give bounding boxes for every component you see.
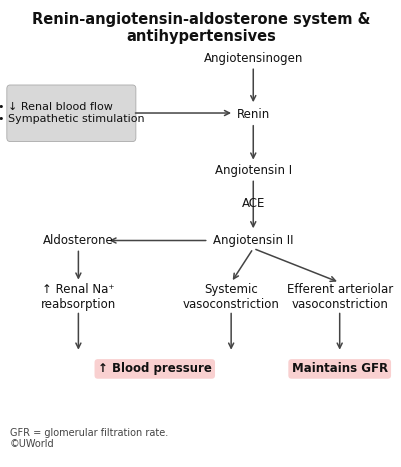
Text: Renin: Renin bbox=[236, 108, 269, 121]
Text: Efferent arteriolar
vasoconstriction: Efferent arteriolar vasoconstriction bbox=[286, 283, 392, 311]
Text: Angiotensin II: Angiotensin II bbox=[213, 234, 293, 247]
Text: Aldosterone: Aldosterone bbox=[43, 234, 113, 247]
Text: Renin-angiotensin-aldosterone system &
antihypertensives: Renin-angiotensin-aldosterone system & a… bbox=[32, 12, 369, 44]
Text: Angiotensinogen: Angiotensinogen bbox=[203, 52, 302, 65]
FancyBboxPatch shape bbox=[7, 85, 136, 142]
Text: Systemic
vasoconstriction: Systemic vasoconstriction bbox=[182, 283, 279, 311]
Text: • ↓ Renal blood flow
• Sympathetic stimulation: • ↓ Renal blood flow • Sympathetic stimu… bbox=[0, 102, 144, 124]
Text: ↑ Blood pressure: ↑ Blood pressure bbox=[97, 362, 211, 375]
Text: ↑ Renal Na⁺
reabsorption: ↑ Renal Na⁺ reabsorption bbox=[41, 283, 116, 311]
Text: GFR = glomerular filtration rate.
©UWorld: GFR = glomerular filtration rate. ©UWorl… bbox=[10, 428, 168, 449]
Text: Maintains GFR: Maintains GFR bbox=[291, 362, 387, 375]
Text: ACE: ACE bbox=[241, 197, 264, 210]
Text: Angiotensin I: Angiotensin I bbox=[214, 164, 291, 177]
